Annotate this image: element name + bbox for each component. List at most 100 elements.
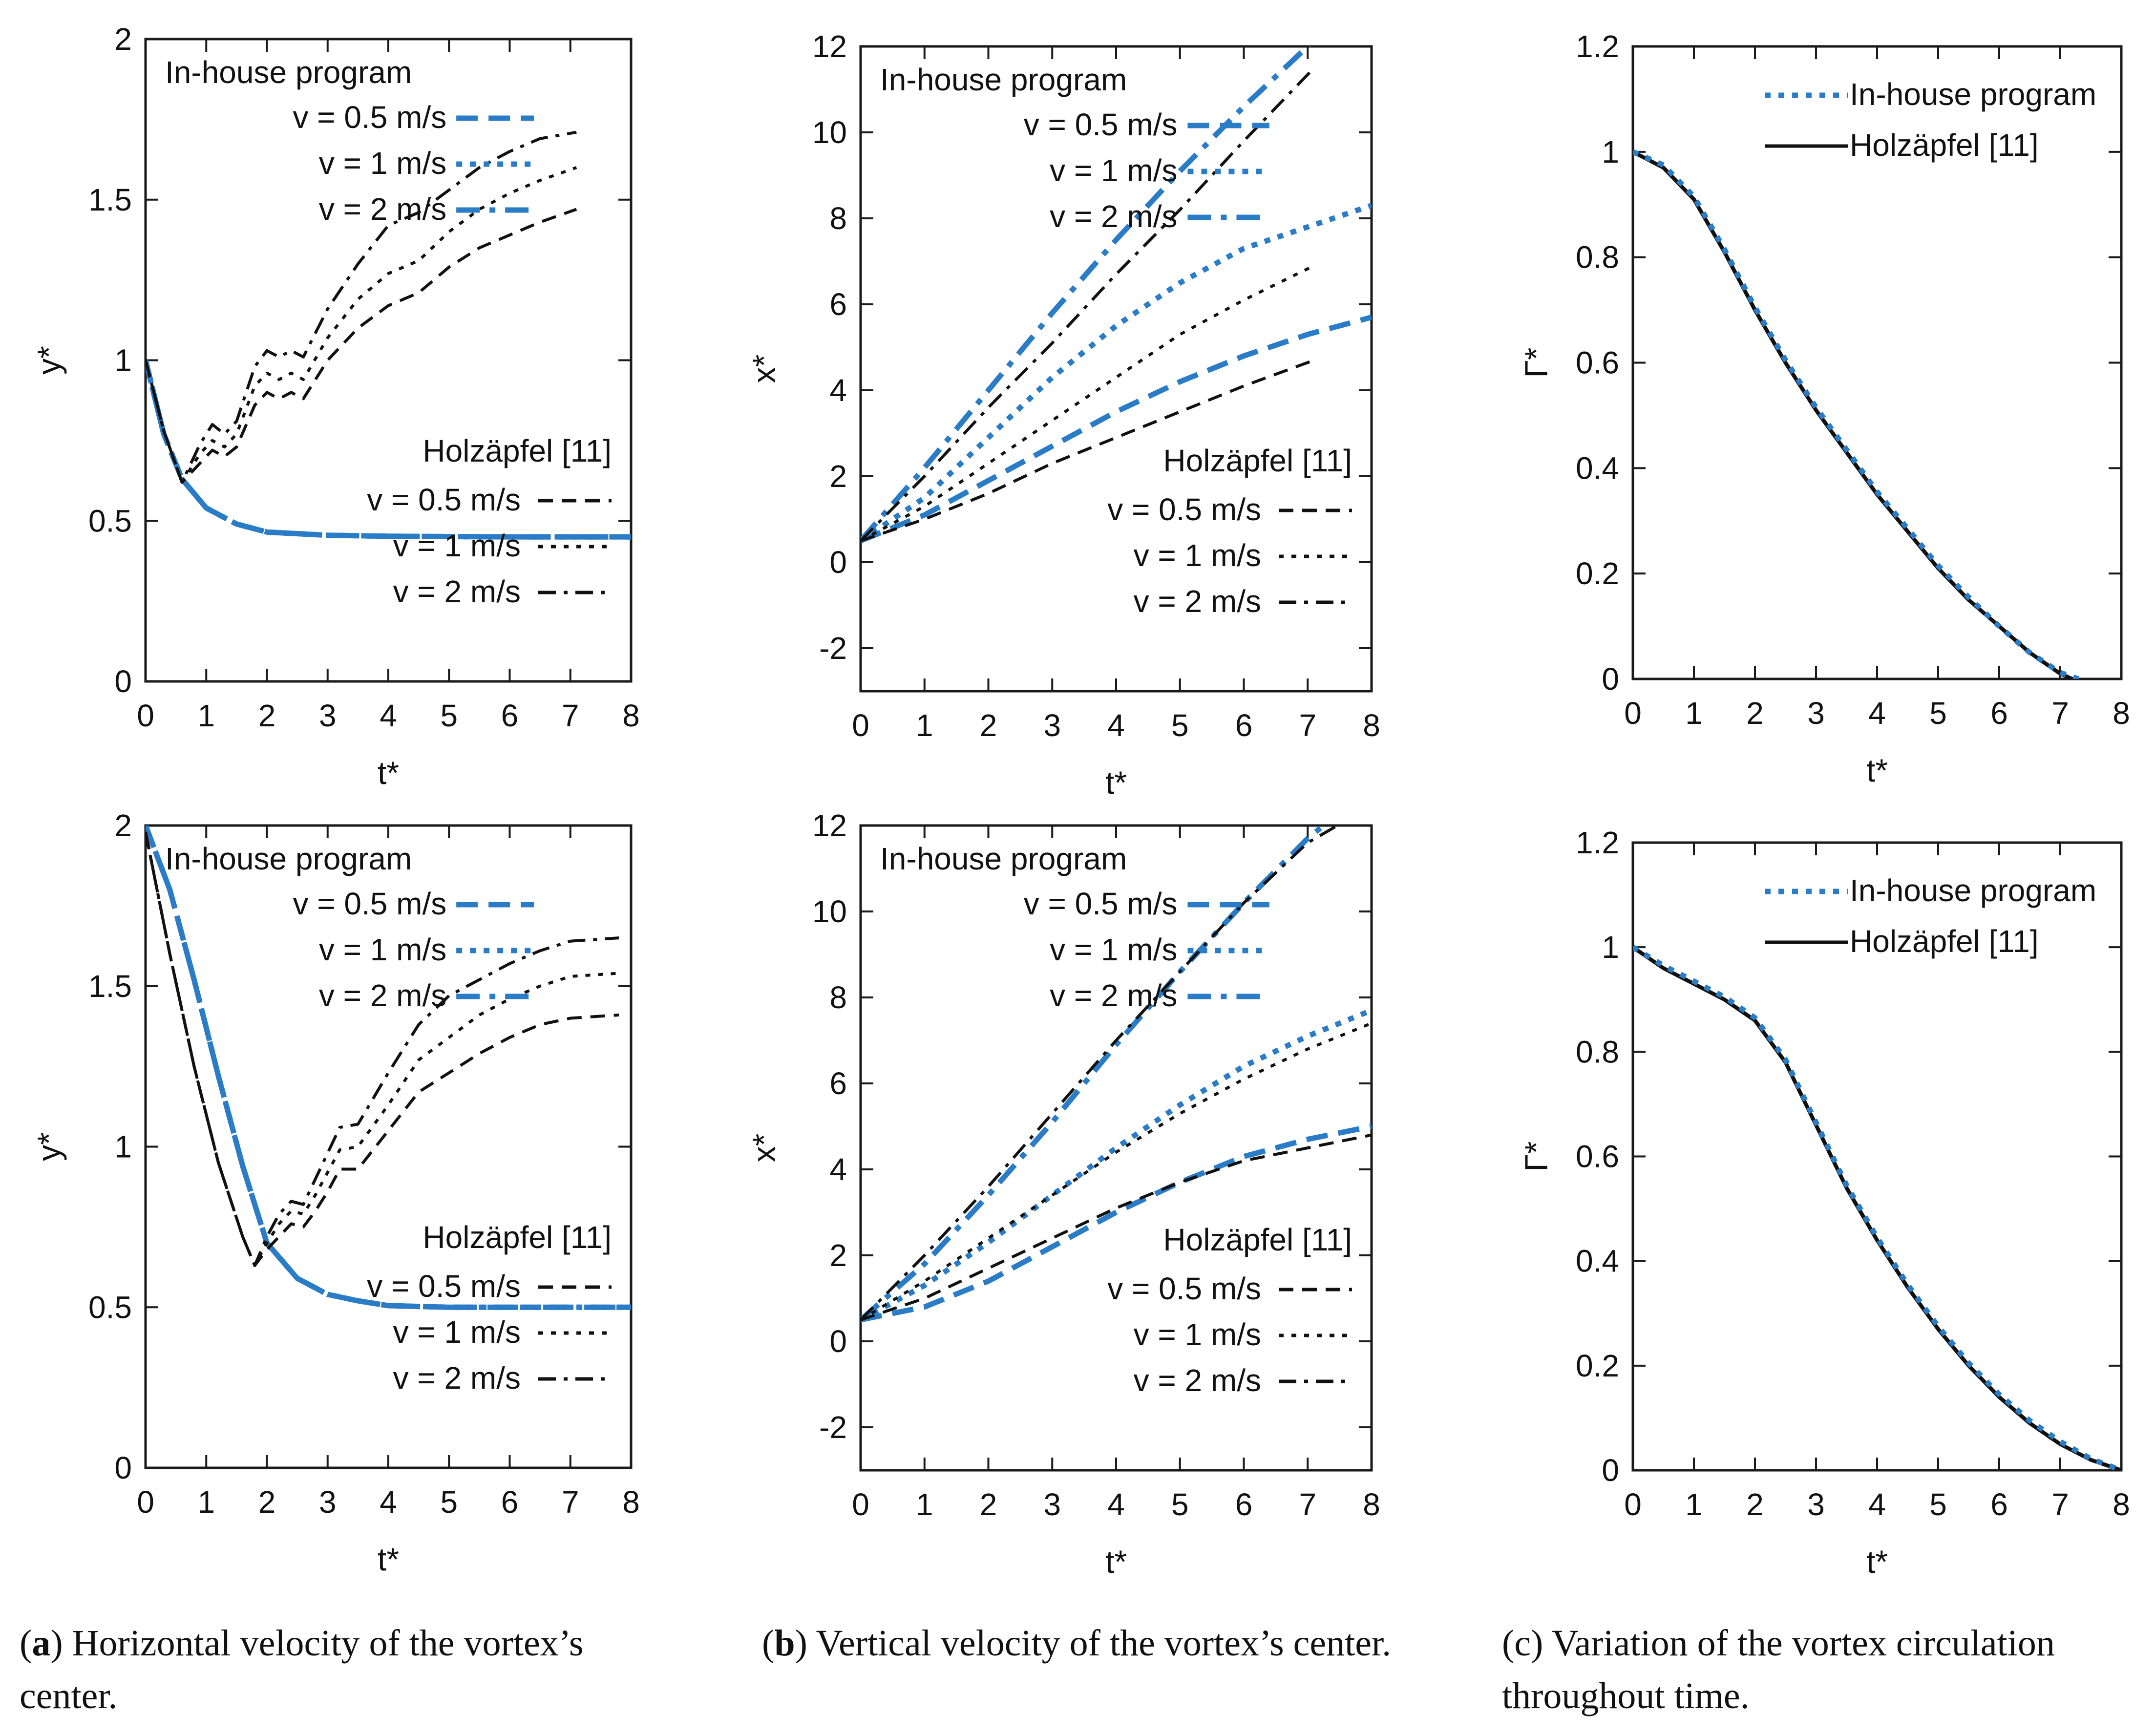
y-tick-label: 1: [114, 343, 132, 378]
legend-title: In-house program: [880, 62, 1127, 97]
y-tick-label: 2: [114, 808, 132, 843]
y-tick-label: 0.5: [88, 1290, 132, 1325]
y-tick-label: 1: [1602, 930, 1619, 965]
legend-title: In-house program: [165, 841, 412, 876]
series-group: [146, 130, 631, 540]
x-tick-label: 6: [501, 698, 519, 733]
caption-c-text: Variation of the vortex circulation thro…: [1502, 1623, 2055, 1716]
x-tick-label: 0: [1624, 1487, 1642, 1522]
legend-label: v = 0.5 m/s: [293, 886, 446, 921]
legend-label: In-house program: [1850, 77, 2096, 112]
x-tick-label: 1: [197, 1484, 215, 1520]
legend-label: v = 1 m/s: [1050, 932, 1177, 967]
series-line: [861, 359, 1315, 542]
y-tick-label: 8: [829, 980, 847, 1015]
x-tick-label: 3: [1043, 708, 1061, 743]
y-tick-label: 1.5: [88, 969, 132, 1004]
y-tick-label: 12: [812, 808, 847, 843]
series-line: [146, 208, 577, 484]
legend-label: v = 0.5 m/s: [293, 100, 446, 135]
series-line: [146, 130, 577, 484]
legend: In-house program v = 0.5 m/s v = 1 m/s v = …: [165, 55, 534, 227]
x-tick-label: 2: [1746, 1487, 1764, 1522]
x-tick-label: 5: [1171, 1487, 1189, 1522]
series-line: [861, 826, 1328, 1322]
x-tick-label: 8: [622, 1484, 640, 1520]
x-tick-label: 0: [1624, 696, 1642, 731]
y-tick-label: 1: [114, 1129, 132, 1164]
x-tick-label: 1: [1685, 696, 1703, 731]
x-axis-label: t*: [378, 1541, 399, 1577]
series-group: [1633, 149, 2080, 679]
y-tick-label: 1.2: [1576, 29, 1619, 64]
x-tick-label: 0: [852, 708, 869, 743]
legend-label: v = 2 m/s: [1050, 199, 1177, 234]
y-tick-label: 4: [829, 1152, 847, 1187]
caption-b-text: Vertical velocity of the vortex’s center…: [816, 1623, 1392, 1664]
y-tick-label: 2: [829, 1238, 847, 1273]
y-tick-label: 0: [114, 664, 132, 699]
y-tick-label: 10: [812, 115, 847, 150]
x-tick-label: 4: [1868, 1487, 1886, 1522]
x-tick-label: 6: [1990, 696, 2008, 731]
x-tick-label: 4: [380, 698, 397, 733]
legend: In-house program v = 0.5 m/s v = 1 m/s v = …: [880, 62, 1269, 234]
y-tick-label: 2: [114, 21, 132, 57]
x-tick-label: 5: [1929, 1487, 1947, 1522]
x-tick-label: 3: [1807, 696, 1825, 731]
series-line: [861, 1008, 1372, 1322]
legend-label: v = 2 m/s: [1134, 584, 1261, 619]
y-axis-label: Γ*: [1518, 1141, 1554, 1171]
legend-label: v = 2 m/s: [393, 574, 521, 609]
series-line: [1633, 945, 2121, 1470]
legend-label: v = 2 m/s: [1050, 978, 1177, 1013]
caption-c: (c) Variation of the vortex circulation …: [1502, 1623, 2055, 1716]
x-tick-label: 2: [1746, 696, 1764, 731]
x-tick-label: 0: [137, 698, 154, 733]
x-tick-label: 6: [1235, 708, 1253, 743]
legend-label: v = 1 m/s: [1134, 538, 1261, 573]
y-axis-label: x*: [746, 355, 782, 383]
x-tick-label: 2: [980, 708, 997, 743]
x-tick-label: 3: [1043, 1487, 1061, 1522]
x-tick-label: 5: [1929, 696, 1947, 731]
y-tick-label: 0: [1602, 661, 1619, 697]
x-tick-label: 2: [258, 698, 276, 733]
x-tick-label: 0: [852, 1487, 869, 1522]
y-tick-label: 6: [829, 287, 847, 322]
legend-title: Holzäpfel [11]: [1163, 1222, 1352, 1257]
legend-label: v = 0.5 m/s: [367, 482, 521, 517]
series-line: [146, 360, 631, 540]
caption-a: (a) Horizontal velocity of the vortex’s …: [20, 1623, 584, 1716]
chart-c-bottom: 0 1 2 3 4 5 6 7 8 0 0.2 0.4 0.6 0.8 1 1.2 t* Γ* In-house p…: [1518, 825, 2130, 1580]
legend-label: v = 1 m/s: [1134, 1317, 1261, 1352]
x-tick-label: 4: [1868, 696, 1886, 731]
legend-label: v = 1 m/s: [319, 932, 446, 967]
series-line: [146, 826, 631, 1310]
y-tick-label: 10: [812, 894, 847, 929]
series-group: [146, 826, 631, 1310]
legend-label: v = 1 m/s: [319, 146, 446, 181]
series-group: [861, 826, 1372, 1323]
caption-a-label: a: [32, 1623, 51, 1664]
x-tick-label: 1: [916, 708, 933, 743]
series-group: [1633, 945, 2121, 1470]
series-line: [146, 831, 619, 1267]
legend-title: Holzäpfel [11]: [1163, 443, 1352, 478]
x-tick-label: 5: [440, 698, 458, 733]
series-line: [861, 1123, 1372, 1323]
chart-a-top: 0 1 2 3 4 5 6 7 8 0 0.5 1 1.5 2 t* y* In-house program v …: [31, 21, 640, 791]
y-tick-label: 0.8: [1576, 1034, 1619, 1069]
x-tick-label: 4: [1107, 1487, 1125, 1522]
series-line: [1633, 149, 2080, 679]
legend-label: v = 0.5 m/s: [1107, 492, 1261, 527]
legend: Holzäpfel [11] v = 0.5 m/s v = 1 m/s v = 2 …: [367, 1220, 612, 1396]
x-axis-label: t*: [1105, 764, 1127, 801]
x-tick-label: 4: [1107, 708, 1125, 743]
y-tick-label: 6: [829, 1066, 847, 1101]
y-tick-label: 0.6: [1576, 345, 1619, 381]
y-tick-label: 0.6: [1576, 1139, 1619, 1174]
legend-label: v = 2 m/s: [1134, 1363, 1261, 1398]
